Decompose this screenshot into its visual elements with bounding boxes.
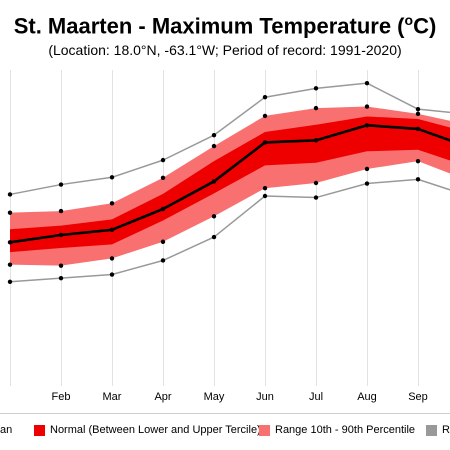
p90-point: [415, 111, 421, 117]
p10-point: [7, 262, 13, 267]
mean-point: [415, 126, 421, 132]
p90-point: [211, 143, 217, 149]
chart-subtitle: (Location: 18.0°N, -63.1°W; Period of re…: [48, 42, 402, 58]
record-low-point: [7, 279, 13, 284]
x-tick-label: Jul: [309, 391, 323, 403]
legend-item-record: Re: [426, 419, 450, 441]
legend-label-record: Re: [442, 424, 450, 436]
p90-point: [7, 210, 13, 215]
record-low-point: [415, 177, 421, 182]
legend: an Normal (Between Lower and Upper Terci…: [0, 419, 450, 441]
record-low-point: [58, 275, 64, 281]
record-high-point: [160, 157, 166, 163]
record-low-point: [262, 193, 268, 199]
legend-item-range: Range 10th - 90th Percentile: [259, 419, 415, 441]
p10-point: [160, 239, 166, 244]
record-low-point: [109, 272, 115, 277]
chart-title: St. Maarten - Maximum Temperature (oC): [13, 12, 437, 39]
x-tick-label: Mar: [103, 391, 122, 403]
record-high-point: [415, 106, 421, 112]
x-tick-label: Jun: [256, 391, 274, 403]
p10-point: [262, 186, 268, 191]
x-tick-label: Feb: [52, 391, 71, 403]
p10-point: [364, 166, 370, 172]
record-high-point: [211, 132, 217, 138]
x-tick-label: May: [204, 391, 225, 403]
legend-item-mean: an: [0, 419, 12, 441]
normal-band: [10, 116, 450, 253]
legend-label-mean: an: [0, 424, 13, 436]
record-high-point: [262, 95, 268, 100]
p90-point: [313, 105, 319, 111]
x-tick-label: Apr: [154, 391, 171, 403]
legend-label-range: Range 10th - 90th Percentile: [275, 424, 416, 436]
record-low-point: [160, 258, 166, 263]
p90-point: [58, 208, 64, 214]
p10-point: [415, 158, 421, 164]
mean-point: [109, 227, 115, 232]
x-tick-label: Sep: [408, 391, 428, 403]
mean-point: [364, 123, 370, 128]
legend-swatch-record: [426, 424, 437, 436]
x-tick-labels: FebMarAprMayJunJulAugSepOct: [52, 391, 428, 403]
p90-point: [160, 175, 166, 180]
p10-point: [58, 263, 64, 268]
legend-item-normal: Normal (Between Lower and Upper Tercile): [34, 419, 261, 441]
points: [7, 80, 421, 284]
p90-point: [109, 201, 115, 206]
mean-point: [262, 140, 268, 145]
record-low-point: [211, 234, 217, 240]
p90-point: [364, 104, 370, 109]
p10-point: [211, 214, 217, 219]
mean-point: [7, 240, 13, 245]
p10-point: [313, 180, 319, 186]
mean-point: [160, 206, 166, 212]
x-tick-label: Aug: [357, 391, 377, 403]
record-high-point: [109, 175, 115, 180]
legend-label-normal: Normal (Between Lower and Upper Tercile): [50, 424, 261, 436]
record-high-point: [364, 80, 370, 86]
record-high-point: [313, 86, 319, 91]
mean-point: [211, 179, 217, 184]
bands: [10, 106, 450, 266]
legend-swatch-normal: [34, 424, 45, 436]
record-high-point: [7, 192, 13, 197]
p90-point: [262, 113, 268, 119]
p10-point: [109, 256, 115, 261]
legend-swatch-range: [259, 424, 270, 436]
mean-point: [313, 138, 319, 143]
record-low-point: [364, 181, 370, 186]
record-high-point: [58, 182, 64, 187]
record-low-point: [313, 195, 319, 200]
mean-point: [58, 232, 64, 238]
